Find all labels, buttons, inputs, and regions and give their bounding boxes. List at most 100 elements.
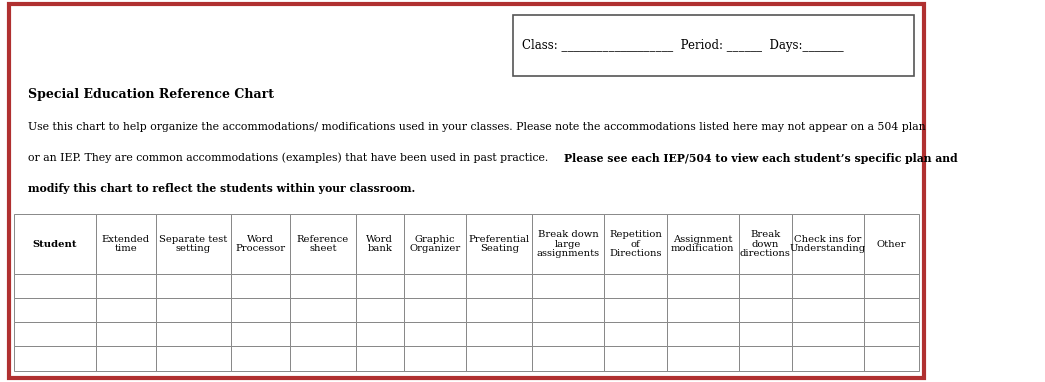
Bar [667, 214, 739, 274]
Bar [355, 274, 404, 298]
Text: Organizer: Organizer [410, 244, 461, 253]
Bar [14, 322, 96, 346]
Bar [156, 322, 231, 346]
Bar [739, 214, 792, 274]
Bar [404, 322, 466, 346]
Text: Word: Word [247, 235, 274, 244]
Bar [667, 346, 739, 371]
Bar [96, 298, 156, 322]
Bar [156, 274, 231, 298]
Bar [96, 322, 156, 346]
Text: Please see each IEP/504 to view each student’s specific plan and: Please see each IEP/504 to view each stu… [564, 153, 958, 164]
Bar [96, 214, 156, 274]
FancyBboxPatch shape [9, 4, 924, 378]
Bar [792, 346, 864, 371]
Text: assignments: assignments [536, 249, 600, 258]
Bar [792, 274, 864, 298]
Text: Preferential: Preferential [468, 235, 530, 244]
Text: Repetition: Repetition [609, 230, 661, 239]
Bar [667, 322, 739, 346]
Text: Student: Student [32, 240, 77, 249]
Bar [355, 214, 404, 274]
Bar [14, 298, 96, 322]
Bar [231, 214, 291, 274]
Bar [291, 298, 355, 322]
Bar [667, 298, 739, 322]
Text: Use this chart to help organize the accommodations/ modifications used in your c: Use this chart to help organize the acco… [28, 122, 926, 132]
Bar [291, 214, 355, 274]
Bar [291, 346, 355, 371]
Bar [14, 346, 96, 371]
Text: Break down: Break down [538, 230, 599, 239]
Text: setting: setting [176, 244, 211, 253]
Text: down: down [751, 240, 780, 249]
Bar [532, 298, 604, 322]
Text: Break: Break [750, 230, 781, 239]
Bar [792, 322, 864, 346]
Text: sheet: sheet [309, 244, 336, 253]
Bar [604, 346, 667, 371]
Bar [156, 298, 231, 322]
Text: Seating: Seating [480, 244, 518, 253]
Text: modify this chart to reflect the students within your classroom.: modify this chart to reflect the student… [28, 183, 415, 194]
Bar [792, 298, 864, 322]
Bar [667, 274, 739, 298]
Text: bank: bank [368, 244, 392, 253]
Bar [231, 298, 291, 322]
Bar [14, 214, 96, 274]
Bar [231, 322, 291, 346]
Bar [532, 322, 604, 346]
Bar [96, 346, 156, 371]
Bar [231, 346, 291, 371]
Bar [864, 274, 919, 298]
Text: Reference: Reference [297, 235, 349, 244]
Bar [404, 298, 466, 322]
Bar [466, 214, 532, 274]
Text: Processor: Processor [235, 244, 285, 253]
Bar [604, 322, 667, 346]
Text: Understanding: Understanding [790, 244, 866, 253]
Text: time: time [114, 244, 137, 253]
Bar [604, 274, 667, 298]
Bar [14, 274, 96, 298]
Bar [513, 15, 914, 76]
Bar [355, 322, 404, 346]
Text: modification: modification [671, 244, 735, 253]
Bar [604, 298, 667, 322]
Bar [466, 298, 532, 322]
Text: large: large [555, 240, 581, 249]
Text: Directions: Directions [609, 249, 661, 258]
Bar [291, 322, 355, 346]
Bar [864, 346, 919, 371]
Bar [739, 274, 792, 298]
Text: Assignment: Assignment [673, 235, 733, 244]
Text: Class: ___________________  Period: ______  Days:_______: Class: ___________________ Period: _____… [522, 39, 844, 52]
Bar [466, 274, 532, 298]
Bar [404, 214, 466, 274]
Bar [532, 214, 604, 274]
Bar [604, 214, 667, 274]
Text: directions: directions [740, 249, 791, 258]
Bar [404, 274, 466, 298]
Bar [864, 214, 919, 274]
Bar [156, 214, 231, 274]
Bar [739, 322, 792, 346]
Bar [355, 298, 404, 322]
Bar [96, 274, 156, 298]
Bar [864, 322, 919, 346]
Bar [739, 298, 792, 322]
Bar [739, 346, 792, 371]
Text: Check ins for: Check ins for [794, 235, 862, 244]
Bar [532, 274, 604, 298]
Bar [792, 214, 864, 274]
Text: Extended: Extended [101, 235, 149, 244]
Text: Separate test: Separate test [159, 235, 227, 244]
Text: Special Education Reference Chart: Special Education Reference Chart [28, 88, 274, 101]
Bar [355, 346, 404, 371]
Text: of: of [630, 240, 641, 249]
Bar [404, 346, 466, 371]
Text: Graphic: Graphic [415, 235, 456, 244]
Bar [231, 274, 291, 298]
Bar [864, 298, 919, 322]
Bar [466, 346, 532, 371]
